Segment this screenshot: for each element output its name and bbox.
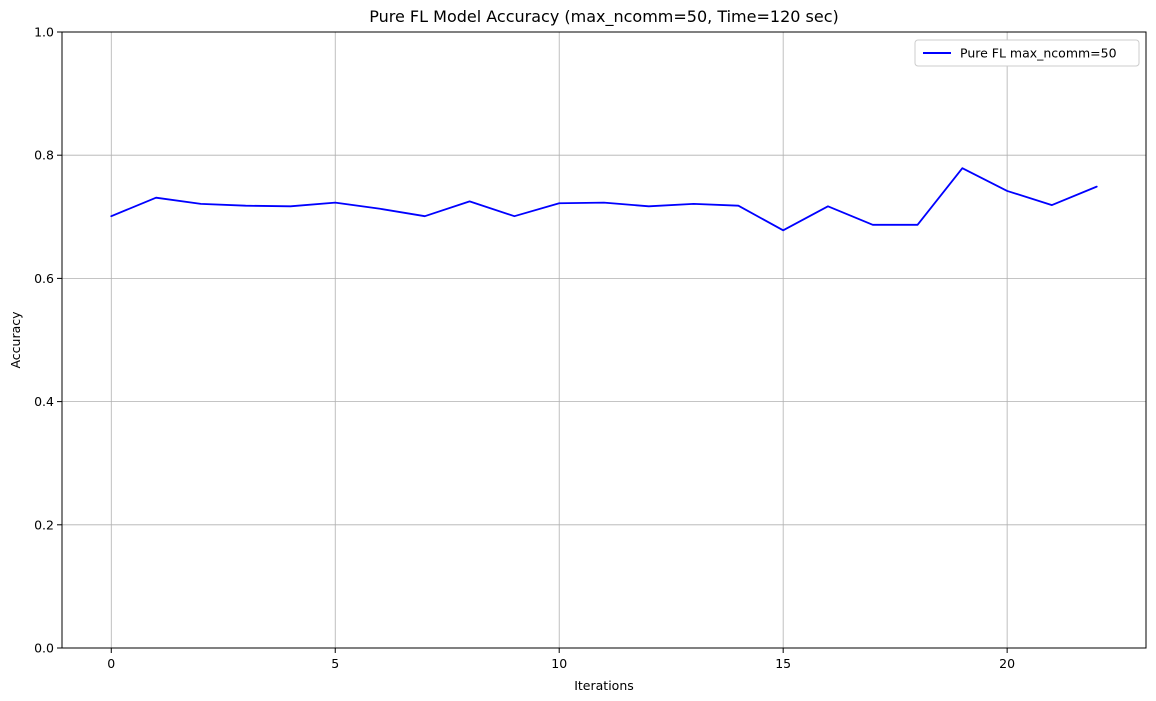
chart-title: Pure FL Model Accuracy (max_ncomm=50, Ti… [369,7,838,27]
y-tick-label-1: 0.2 [34,517,54,532]
series-0-point-4 [289,205,291,207]
y-axis-label: Accuracy [8,311,23,369]
series-0-point-6 [379,208,381,210]
series-0-point-17 [872,224,874,226]
series-0-point-18 [917,224,919,226]
series-0-point-3 [245,205,247,207]
series-0-point-14 [737,205,739,207]
legend-label-0: Pure FL max_ncomm=50 [960,46,1117,61]
y-tick-label-2: 0.4 [34,394,54,409]
series-0-point-16 [827,205,829,207]
series-0-point-2 [200,203,202,205]
x-tick-label-1: 5 [331,656,339,671]
y-tick-label-3: 0.6 [34,271,54,286]
y-tick-label-4: 0.8 [34,148,54,163]
x-axis-label: Iterations [574,678,634,693]
series-0-point-7 [424,215,426,217]
series-0-point-11 [603,202,605,204]
series-line-0 [110,167,1098,232]
y-tick-label-5: 1.0 [34,25,54,40]
series-0-point-12 [648,205,650,207]
series-0-point-1 [155,197,157,199]
legend: Pure FL max_ncomm=50 [914,39,1140,67]
legend-box [914,39,1140,67]
series-lines [110,167,1098,232]
y-tick-label-0: 0.0 [34,641,54,656]
series-0-point-20 [1006,190,1008,192]
series-0-point-13 [693,203,695,205]
series-0-point-8 [469,200,471,202]
x-tick-label-3: 15 [775,656,791,671]
axis-ticks: 0 5 10 15 20 0.0 0.2 0.4 0.6 0.8 1.0 [34,25,1015,672]
x-tick-label-4: 20 [999,656,1015,671]
x-tick-label-2: 10 [551,656,567,671]
series-0-point-15 [782,229,784,231]
series-0-point-19 [961,167,963,169]
series-0-point-21 [1051,204,1053,206]
plot-frame [61,31,1147,649]
series-0-point-22 [1096,186,1098,188]
x-tick-label-0: 0 [107,656,115,671]
series-0-point-10 [558,202,560,204]
series-0-point-9 [513,215,515,217]
series-0-point-5 [334,202,336,204]
series-0-point-0 [110,215,112,217]
plot-area [62,32,1146,648]
